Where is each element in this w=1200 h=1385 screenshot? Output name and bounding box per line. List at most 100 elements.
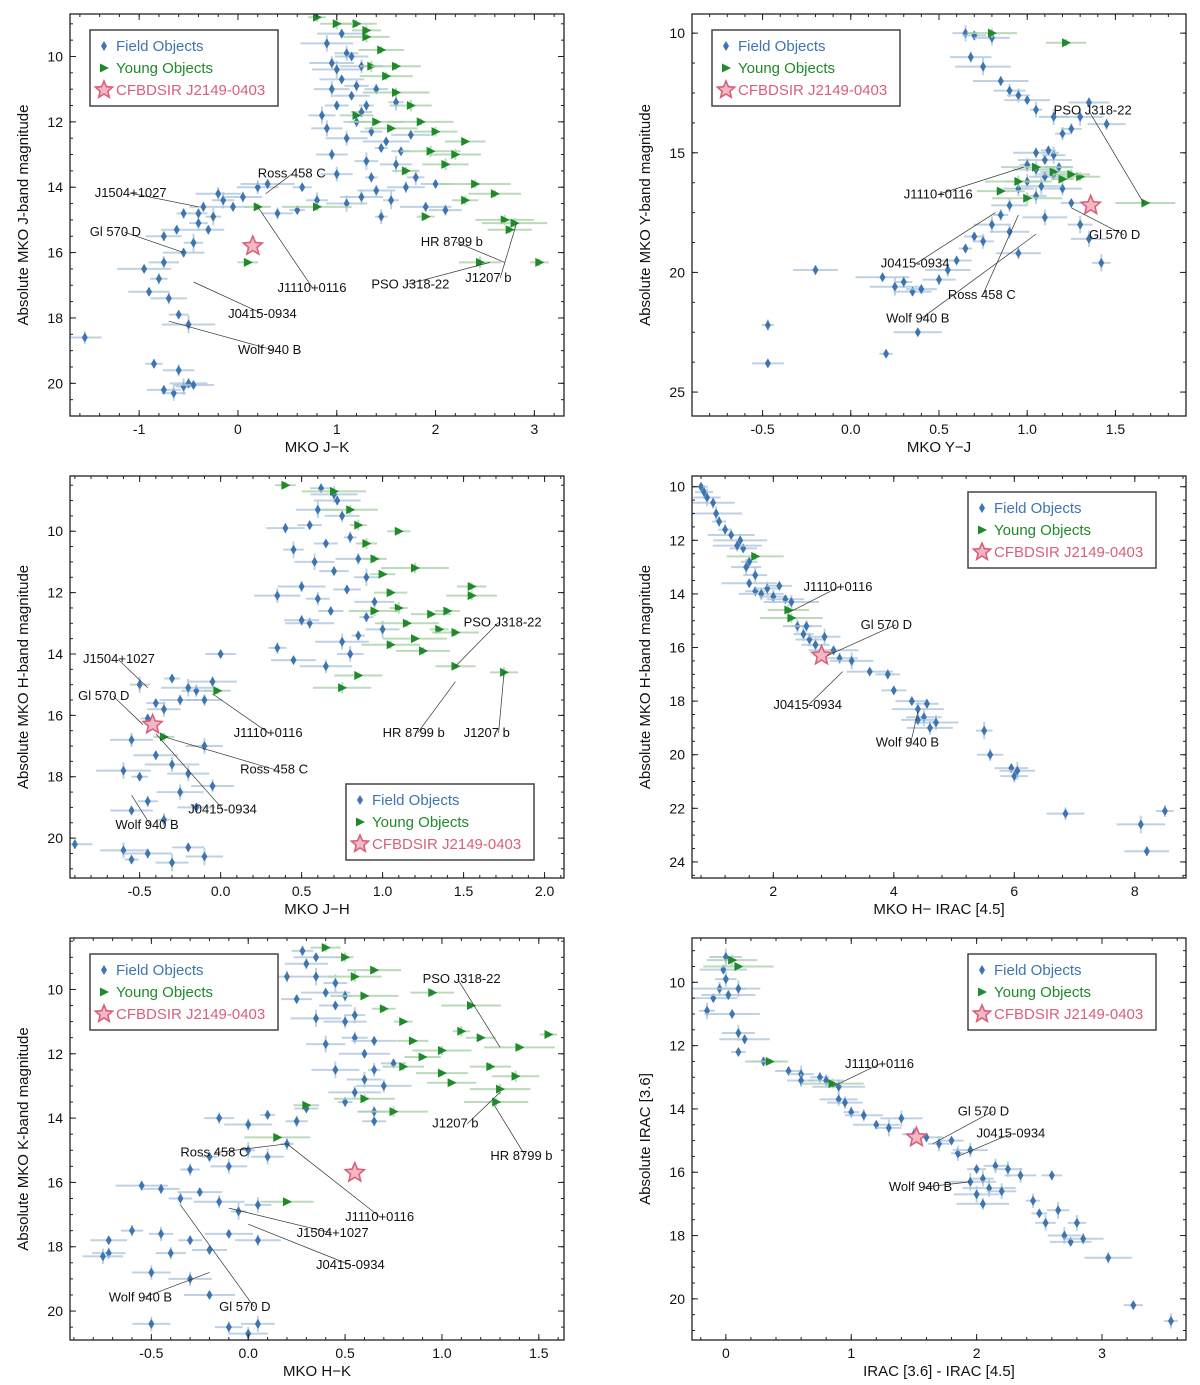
annotation-gl-570-d: Gl 570 D [78, 688, 129, 703]
young-point [281, 480, 291, 490]
field-point [363, 156, 370, 167]
field-point [225, 1228, 232, 1239]
field-point [323, 123, 330, 134]
field-point [363, 100, 370, 111]
field-point [175, 365, 182, 376]
legend-young-label: Young Objects [994, 522, 1091, 539]
young-point [427, 609, 437, 619]
field-point [333, 169, 340, 180]
field-point [158, 1228, 165, 1239]
young-point [461, 136, 471, 146]
field-point [353, 80, 360, 91]
legend-target-marker [715, 78, 737, 100]
annotation-hr-8799-b: HR 8799 b [421, 234, 483, 249]
x-tick-label: -0.5 [139, 1345, 163, 1361]
panel-p2: PSO J318-22 J1110+0116 Gl 570 D J0415-0934 R… [637, 13, 1187, 456]
x-tick-label: 6 [1010, 883, 1018, 899]
annotation-leader [493, 1105, 526, 1157]
field-point [363, 612, 370, 623]
legend-young-marker [722, 63, 731, 73]
axes-frame [69, 475, 565, 879]
field-point [342, 1016, 349, 1027]
young-point [332, 19, 342, 29]
field-point [860, 1110, 867, 1121]
field-point [442, 205, 449, 216]
y-tick-label: 14 [47, 646, 63, 662]
field-point [1006, 200, 1013, 211]
x-tick-label: 0.0 [238, 1345, 258, 1361]
field-point [1038, 181, 1045, 192]
legend: Field Objects Young Objects CFBDSIR J2149-… [967, 953, 1157, 1031]
field-point [883, 348, 890, 359]
field-point [402, 182, 409, 193]
y-tick-label: 14 [669, 586, 685, 602]
field-point [948, 1135, 955, 1146]
field-point [1068, 123, 1075, 134]
young-point [350, 972, 360, 982]
young-point [282, 1197, 292, 1207]
field-point [1024, 159, 1031, 170]
panel-p5: PSO J318-22 J1207 b HR 8799 b Ross 458 C J11… [15, 937, 565, 1380]
field-point [1161, 806, 1168, 816]
young-point [734, 961, 744, 971]
annotation-leader [788, 586, 839, 613]
field-point [136, 679, 143, 690]
field-point [764, 358, 771, 369]
field-point [1033, 147, 1040, 158]
field-point [953, 255, 960, 266]
field-point [314, 195, 320, 206]
y-tick-label: 16 [669, 640, 685, 656]
field-point [160, 257, 167, 268]
young-point [467, 591, 477, 601]
field-point [323, 38, 330, 49]
young-point [406, 101, 416, 111]
annotation-j1504-1027: J1504+1027 [83, 651, 155, 666]
field-point [988, 219, 995, 230]
x-tick-label: 1.0 [432, 1345, 452, 1361]
annotation-leader [129, 192, 199, 208]
annotation-j1207-b: J1207 b [432, 1116, 478, 1131]
field-point [944, 265, 951, 276]
young-point [273, 1132, 283, 1142]
young-point [467, 1001, 477, 1011]
field-point [737, 535, 744, 546]
x-tick-label: 0.0 [211, 883, 231, 899]
field-point [160, 814, 167, 825]
field-point [144, 796, 151, 807]
y-tick-label: 20 [669, 264, 685, 280]
legend-field-marker [979, 503, 985, 513]
annotation-j0415-0934: J0415-0934 [188, 802, 257, 817]
field-point [1077, 219, 1084, 230]
annotation-leader [932, 1110, 993, 1145]
field-point [412, 172, 419, 183]
field-point [848, 655, 855, 666]
field-point [245, 1145, 252, 1156]
young-point [535, 257, 545, 267]
field-point [1143, 846, 1150, 857]
field-point [264, 1109, 271, 1120]
young-point [451, 661, 461, 671]
young-point [379, 1004, 389, 1014]
y-tick-label: 24 [669, 854, 685, 870]
y-tick-label: 12 [669, 1038, 685, 1054]
young-point [370, 965, 380, 975]
field-point [141, 263, 148, 274]
annotation-leader [117, 658, 148, 688]
annotation-leader [131, 794, 151, 826]
field-point [841, 1097, 848, 1108]
axes-frame [69, 937, 565, 1341]
young-point [419, 646, 429, 656]
field-point [1098, 257, 1105, 268]
x-tick-label: -1 [133, 421, 146, 437]
field-point [338, 28, 345, 39]
field-point [290, 655, 297, 666]
field-point [909, 286, 916, 297]
field-point [160, 231, 167, 242]
field-point [293, 994, 300, 1005]
y-tick-label: 18 [669, 1228, 685, 1244]
annotation-j0415-0934: J0415-0934 [228, 306, 297, 321]
annotation-j0415-0934: J0415-0934 [977, 1125, 1046, 1140]
young-point [496, 1084, 506, 1094]
field-point [890, 685, 897, 696]
field-point [1059, 183, 1066, 194]
